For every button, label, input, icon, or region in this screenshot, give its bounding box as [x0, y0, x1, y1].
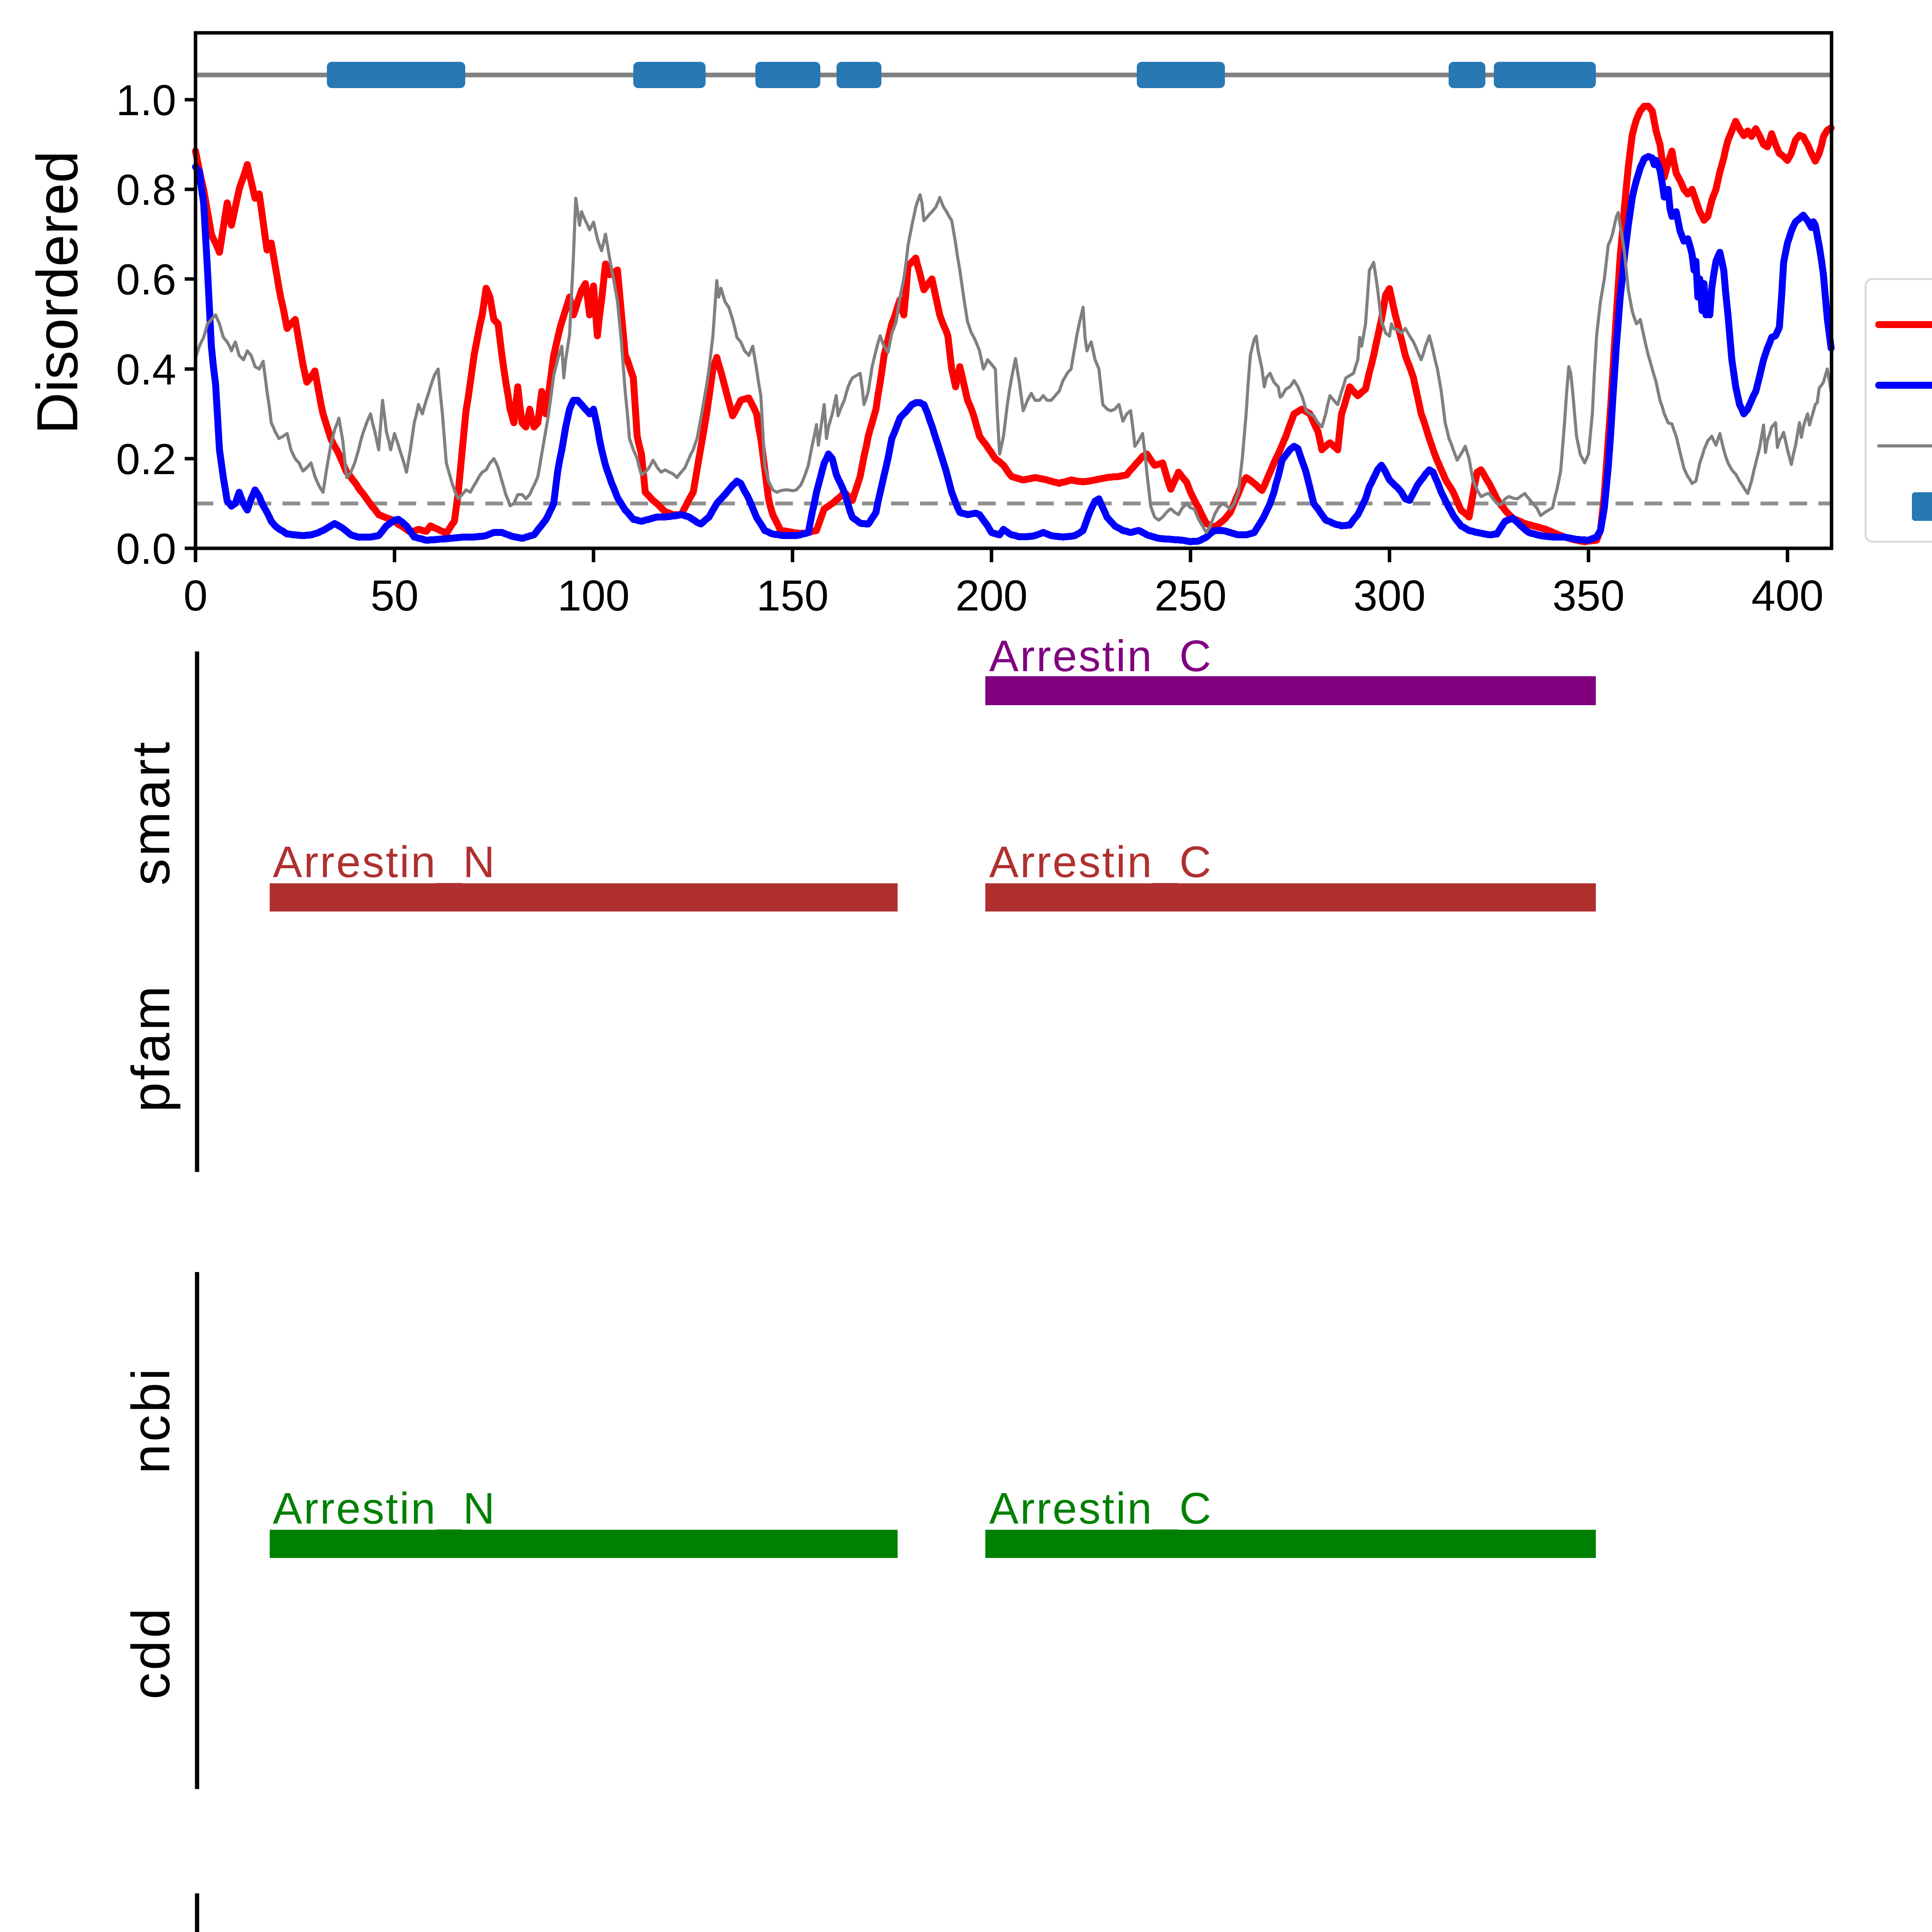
svg-text:150: 150	[757, 571, 829, 620]
svg-text:0: 0	[184, 571, 207, 620]
svg-text:400: 400	[1752, 571, 1824, 620]
svg-text:Disordered: Disordered	[25, 151, 90, 434]
svg-text:200: 200	[956, 571, 1028, 620]
svg-text:50: 50	[371, 571, 419, 620]
svg-text:250: 250	[1155, 571, 1227, 620]
svg-text:0.6: 0.6	[116, 255, 176, 304]
svg-text:pfam: pfam	[121, 983, 181, 1112]
svg-text:350: 350	[1553, 571, 1625, 620]
svg-text:Arrestin_C: Arrestin_C	[989, 1484, 1213, 1533]
svg-text:1.0: 1.0	[116, 76, 176, 124]
svg-text:300: 300	[1354, 571, 1426, 620]
svg-text:0.4: 0.4	[116, 345, 176, 394]
svg-text:smart: smart	[121, 740, 181, 886]
svg-text:0.8: 0.8	[116, 166, 176, 214]
svg-text:ncbi: ncbi	[121, 1366, 181, 1474]
svg-text:Arrestin_N: Arrestin_N	[273, 1484, 497, 1533]
svg-text:Arrestin_C: Arrestin_C	[989, 632, 1213, 681]
svg-text:Arrestin_C: Arrestin_C	[989, 838, 1213, 887]
svg-text:0.0: 0.0	[116, 525, 176, 573]
svg-text:0.2: 0.2	[116, 435, 176, 483]
svg-text:Arrestin_N: Arrestin_N	[273, 838, 497, 887]
svg-text:100: 100	[558, 571, 630, 620]
svg-text:cdd: cdd	[121, 1606, 181, 1699]
